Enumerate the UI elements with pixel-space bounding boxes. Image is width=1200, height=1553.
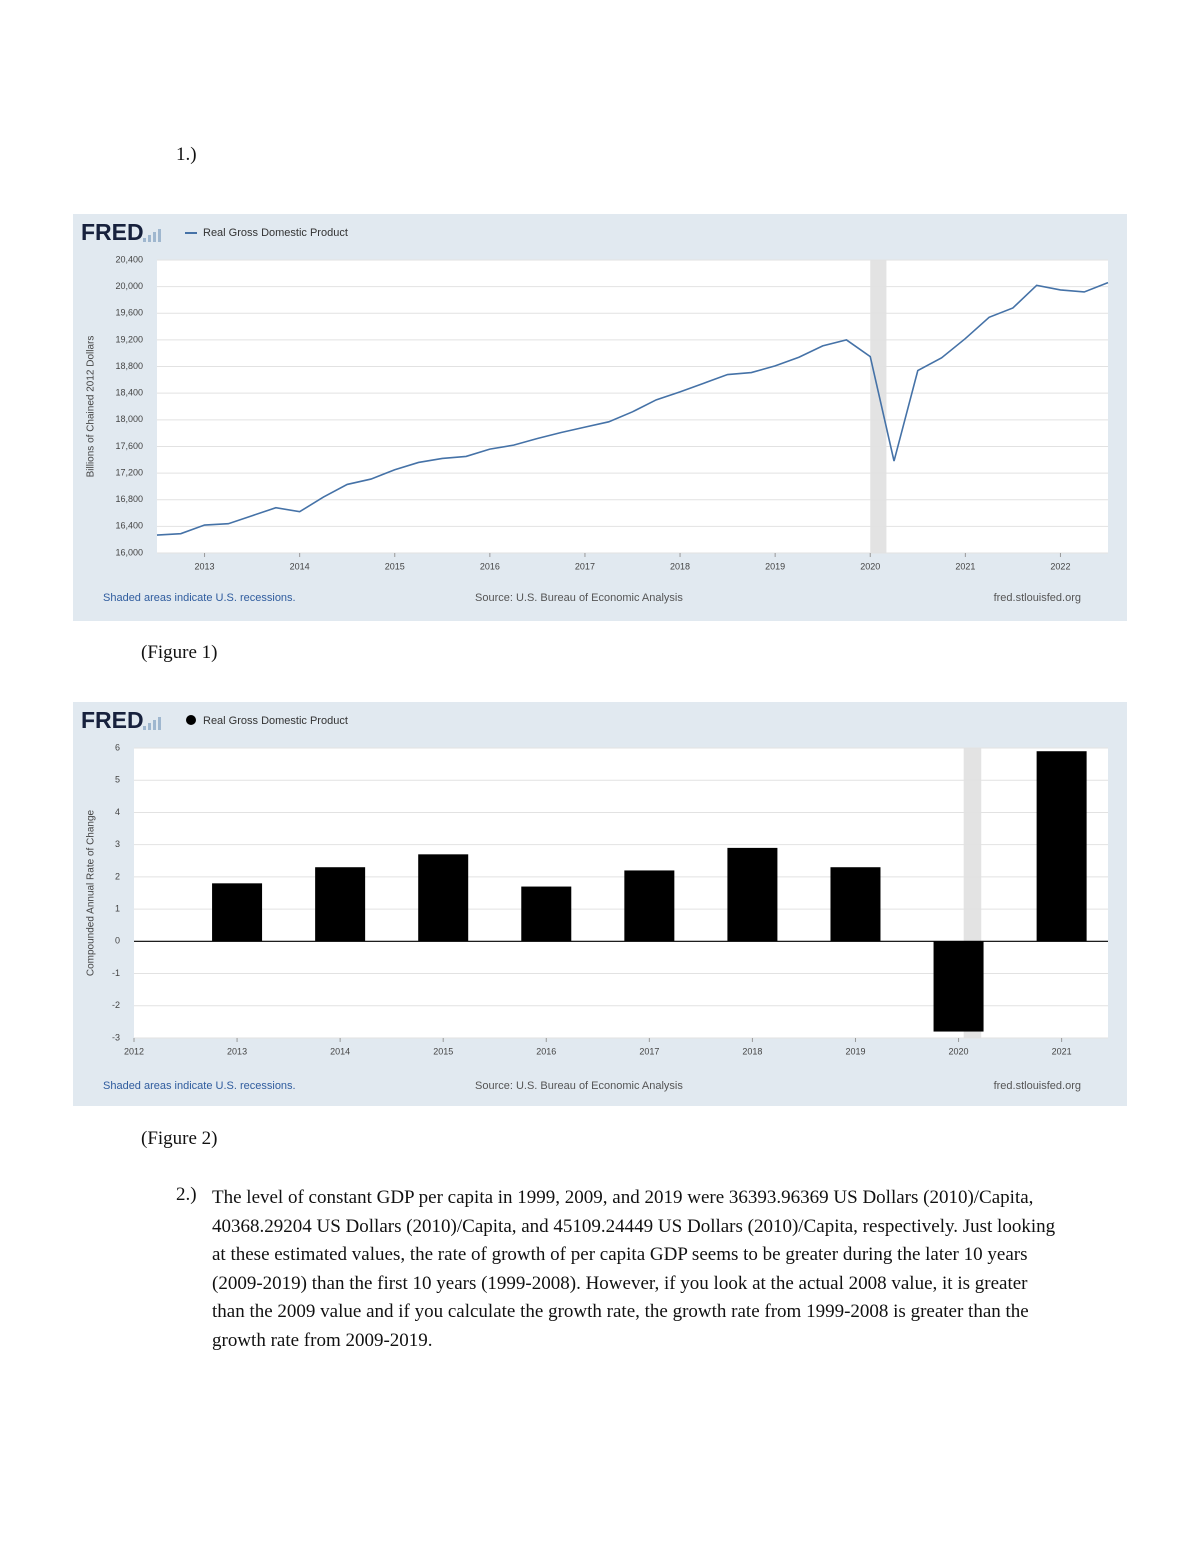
legend-swatch [186,715,196,725]
y-tick-label: 20,000 [115,281,143,291]
chart-panel: FRED Real Gross Domestic Product -3 -2 -1 0 1 2… [73,702,1127,1106]
bar [418,854,469,942]
item-number: 2.) [176,1184,197,1205]
y-tick-label: 18,000 [115,414,143,424]
logo-bar [143,726,146,730]
logo: FRED [81,219,144,245]
y-tick-label: 5 [115,775,120,785]
legend-label: Real Gross Domestic Product [203,227,348,239]
logo-bar [148,723,151,730]
x-tick-label: 2019 [765,561,785,571]
y-tick-label: 18,400 [115,388,143,398]
y-tick-label: 19,200 [115,334,143,344]
x-tick-label: 2018 [742,1046,762,1056]
y-tick-label: 16,000 [115,547,143,557]
legend-label: Real Gross Domestic Product [203,715,348,727]
x-tick-label: 2017 [639,1046,659,1056]
bar [212,883,263,942]
logo-bar [153,720,156,730]
bar [521,886,572,942]
logo-bar [148,235,151,242]
x-tick-label: 2018 [670,561,690,571]
x-tick-label: 2013 [195,561,215,571]
chart-panel: FRED Real Gross Domestic Product 16,000 16,… [73,214,1127,621]
x-tick-label: 2022 [1050,561,1070,571]
y-axis-label: Billions of Chained 2012 Dollars [86,336,97,478]
y-tick-label: 18,800 [115,361,143,371]
y-tick-label: 3 [115,839,120,849]
y-tick-label: -1 [112,968,120,978]
y-tick-label: 6 [115,742,120,752]
x-tick-label: 2021 [955,561,975,571]
y-tick-label: 20,400 [115,254,143,264]
x-tick-label: 2016 [536,1046,556,1056]
footer-site: fred.stlouisfed.org [994,1080,1081,1092]
footer-note: Shaded areas indicate U.S. recessions. [103,592,296,604]
x-tick-label: 2016 [480,561,500,571]
y-tick-label: -3 [112,1032,120,1042]
bar [933,941,984,1032]
x-tick-label: 2014 [330,1046,350,1056]
x-tick-label: 2021 [1052,1046,1072,1056]
logo: FRED [81,707,144,733]
x-tick-label: 2015 [385,561,405,571]
answer-paragraph: The level of constant GDP per capita in … [212,1187,1056,1351]
y-tick-label: 16,400 [115,521,143,531]
y-tick-label: 1 [115,903,120,913]
logo-bar [158,717,161,730]
x-tick-label: 2015 [433,1046,453,1056]
figure-caption: (Figure 1) [141,642,218,663]
x-tick-label: 2013 [227,1046,247,1056]
x-tick-label: 2020 [949,1046,969,1056]
y-tick-label: 19,600 [115,308,143,318]
recession-shade [870,260,887,553]
y-tick-label: -2 [112,1000,120,1010]
y-tick-label: 2 [115,871,120,881]
y-axis-label: Compounded Annual Rate of Change [86,809,97,976]
x-tick-label: 2014 [290,561,310,571]
x-tick-label: 2019 [845,1046,865,1056]
logo-bar [158,229,161,242]
x-tick-label: 2012 [124,1046,144,1056]
bar [624,870,675,942]
bar [315,867,366,942]
bar [1036,751,1087,942]
bar [727,847,778,942]
y-tick-label: 17,600 [115,441,143,451]
footer-source: Source: U.S. Bureau of Economic Analysis [475,1080,683,1092]
y-tick-label: 16,800 [115,494,143,504]
footer-site: fred.stlouisfed.org [994,592,1081,604]
footer-note: Shaded areas indicate U.S. recessions. [103,1080,296,1092]
y-tick-label: 0 [115,936,120,946]
logo-bar [143,238,146,242]
data-line [156,281,1109,536]
logo-icon [143,717,161,730]
x-tick-label: 2020 [860,561,880,571]
item-number: 1.) [176,144,197,165]
figure-caption: (Figure 2) [141,1128,218,1149]
y-tick-label: 17,200 [115,467,143,477]
logo-bar [153,232,156,242]
bar [830,867,881,942]
footer-source: Source: U.S. Bureau of Economic Analysis [475,592,683,604]
plot-area [157,260,1108,553]
logo-icon [143,229,161,242]
y-tick-label: 4 [115,807,120,817]
x-tick-label: 2017 [575,561,595,571]
